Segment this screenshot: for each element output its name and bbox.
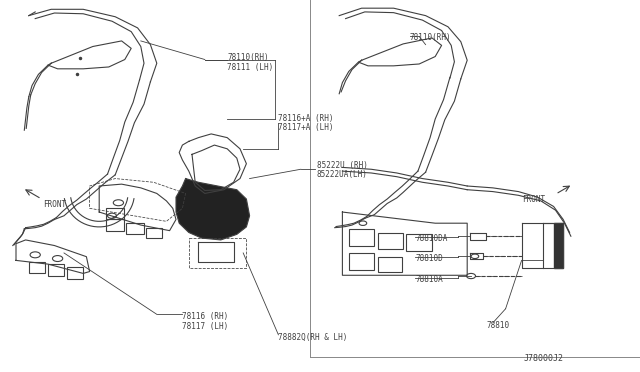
Text: 85222U (RH): 85222U (RH) [317,161,367,170]
Bar [146,228,162,238]
Text: FRONT: FRONT [44,200,67,209]
Text: 78111 (LH): 78111 (LH) [227,63,273,72]
Bar [378,257,402,272]
Text: 78810D: 78810D [416,254,444,263]
Text: 78810DA: 78810DA [416,234,449,243]
Text: FRONT: FRONT [522,195,545,204]
Text: 85222UA(LH): 85222UA(LH) [317,170,367,179]
Text: 78810: 78810 [486,321,509,330]
Bar [349,253,374,270]
Bar [406,234,432,251]
Text: 78117+A (LH): 78117+A (LH) [278,124,334,132]
Bar [29,262,45,273]
Text: 78117 (LH): 78117 (LH) [182,322,228,331]
Polygon shape [554,223,563,268]
Text: 78116+A (RH): 78116+A (RH) [278,114,334,123]
Bar [126,223,144,234]
Polygon shape [176,179,250,240]
Text: 78810A: 78810A [416,275,444,283]
Bar [106,219,124,231]
Text: J78000J2: J78000J2 [524,354,563,363]
Text: 78882Q(RH & LH): 78882Q(RH & LH) [278,333,348,342]
Bar [67,267,83,279]
Bar [378,232,403,249]
Text: 78110(RH): 78110(RH) [410,33,451,42]
Bar [48,264,64,276]
Bar [106,208,124,219]
Text: 78116 (RH): 78116 (RH) [182,312,228,321]
Bar [349,229,374,246]
Text: 78110(RH): 78110(RH) [227,53,269,62]
